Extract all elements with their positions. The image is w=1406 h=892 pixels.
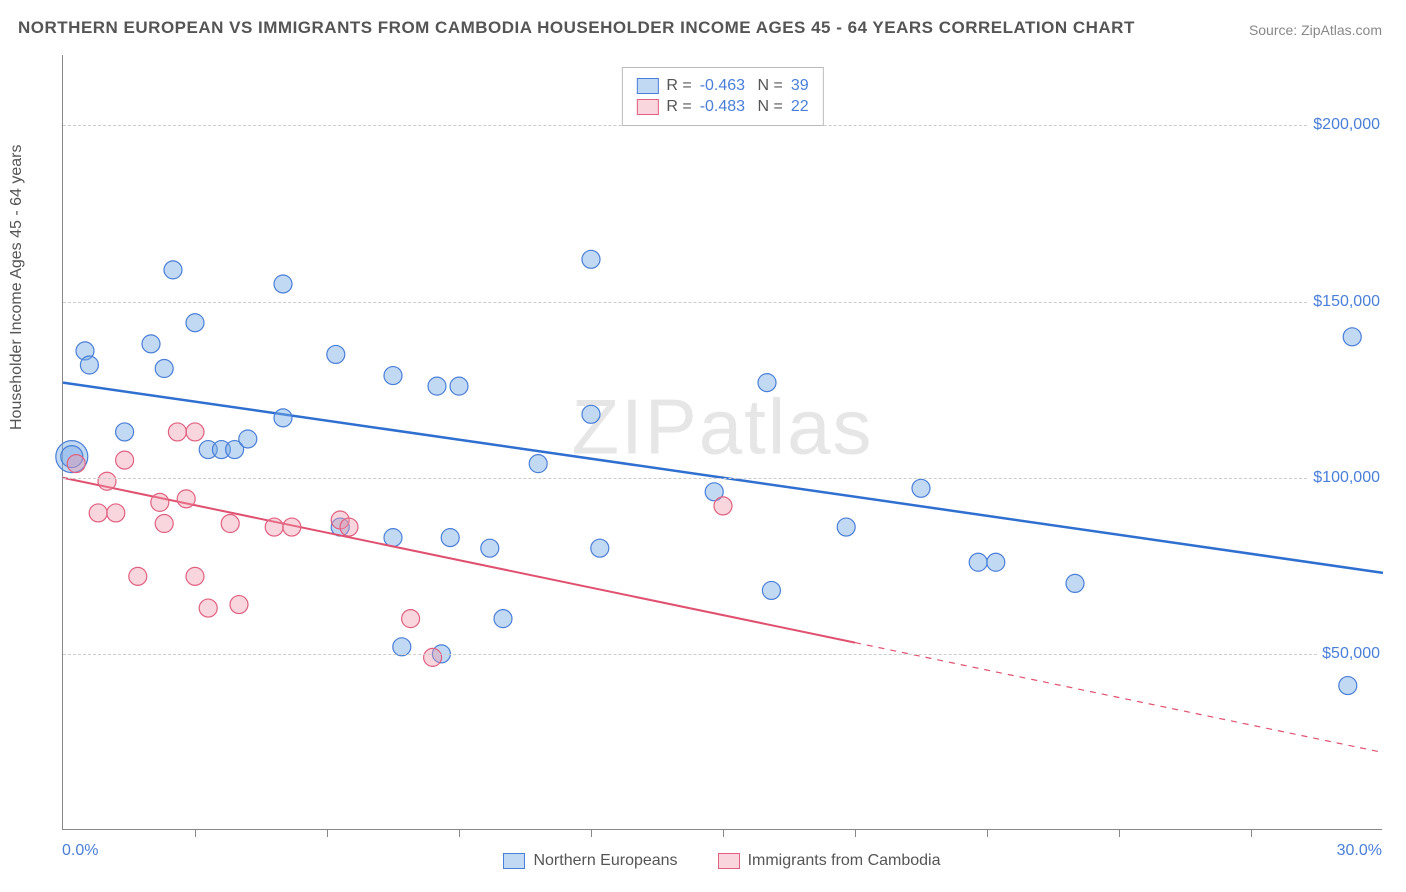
data-point-northern_europeans bbox=[186, 314, 204, 332]
data-point-northern_europeans bbox=[239, 430, 257, 448]
stats-legend: R = -0.463 N = 39 R = -0.483 N = 22 bbox=[621, 67, 823, 126]
data-point-northern_europeans bbox=[384, 529, 402, 547]
data-point-northern_europeans bbox=[969, 553, 987, 571]
data-point-northern_europeans bbox=[450, 377, 468, 395]
data-point-cambodia_immigrants bbox=[129, 567, 147, 585]
y-tick-label: $100,000 bbox=[1309, 469, 1384, 487]
legend-label-0: Northern Europeans bbox=[533, 852, 677, 870]
data-point-northern_europeans bbox=[758, 374, 776, 392]
r-value-1: -0.483 bbox=[700, 98, 745, 116]
n-value-0: 39 bbox=[791, 77, 809, 95]
data-point-northern_europeans bbox=[987, 553, 1005, 571]
data-point-cambodia_immigrants bbox=[151, 493, 169, 511]
data-point-northern_europeans bbox=[384, 367, 402, 385]
x-tick bbox=[195, 829, 196, 837]
x-tick bbox=[591, 829, 592, 837]
chart-title: NORTHERN EUROPEAN VS IMMIGRANTS FROM CAM… bbox=[18, 18, 1135, 38]
data-point-northern_europeans bbox=[155, 360, 173, 378]
data-point-northern_europeans bbox=[164, 261, 182, 279]
data-point-northern_europeans bbox=[1339, 677, 1357, 695]
data-point-cambodia_immigrants bbox=[98, 472, 116, 490]
x-tick bbox=[855, 829, 856, 837]
data-point-northern_europeans bbox=[582, 405, 600, 423]
data-point-northern_europeans bbox=[529, 455, 547, 473]
data-point-cambodia_immigrants bbox=[402, 610, 420, 628]
gridline-h bbox=[63, 478, 1382, 479]
data-point-cambodia_immigrants bbox=[177, 490, 195, 508]
chart-svg bbox=[63, 55, 1382, 829]
data-point-northern_europeans bbox=[428, 377, 446, 395]
swatch-pink bbox=[636, 99, 658, 115]
data-point-northern_europeans bbox=[116, 423, 134, 441]
x-tick bbox=[723, 829, 724, 837]
data-point-northern_europeans bbox=[80, 356, 98, 374]
data-point-cambodia_immigrants bbox=[186, 423, 204, 441]
data-point-northern_europeans bbox=[494, 610, 512, 628]
data-point-northern_europeans bbox=[1066, 574, 1084, 592]
plot-area: ZIPatlas R = -0.463 N = 39 R = -0.483 N … bbox=[62, 55, 1382, 830]
source-attribution: Source: ZipAtlas.com bbox=[1249, 22, 1382, 38]
trend-line-dashed-cambodia_immigrants bbox=[855, 643, 1383, 753]
x-tick bbox=[459, 829, 460, 837]
stats-row-0: R = -0.463 N = 39 bbox=[636, 77, 808, 95]
data-point-northern_europeans bbox=[481, 539, 499, 557]
data-point-cambodia_immigrants bbox=[155, 515, 173, 533]
data-point-northern_europeans bbox=[441, 529, 459, 547]
data-point-northern_europeans bbox=[327, 345, 345, 363]
data-point-cambodia_immigrants bbox=[67, 455, 85, 473]
gridline-h bbox=[63, 654, 1382, 655]
data-point-cambodia_immigrants bbox=[89, 504, 107, 522]
y-tick-label: $200,000 bbox=[1309, 116, 1384, 134]
r-value-0: -0.463 bbox=[700, 77, 745, 95]
data-point-northern_europeans bbox=[591, 539, 609, 557]
n-value-1: 22 bbox=[791, 98, 809, 116]
data-point-cambodia_immigrants bbox=[168, 423, 186, 441]
data-point-northern_europeans bbox=[582, 250, 600, 268]
x-tick bbox=[327, 829, 328, 837]
data-point-cambodia_immigrants bbox=[424, 648, 442, 666]
swatch-blue bbox=[503, 853, 525, 869]
legend-label-1: Immigrants from Cambodia bbox=[748, 852, 941, 870]
y-axis-label: Householder Income Ages 45 - 64 years bbox=[8, 145, 26, 431]
x-tick bbox=[987, 829, 988, 837]
x-tick bbox=[1119, 829, 1120, 837]
data-point-northern_europeans bbox=[912, 479, 930, 497]
stats-row-1: R = -0.483 N = 22 bbox=[636, 98, 808, 116]
gridline-h bbox=[63, 302, 1382, 303]
swatch-blue bbox=[636, 78, 658, 94]
data-point-cambodia_immigrants bbox=[283, 518, 301, 536]
series-legend: Northern Europeans Immigrants from Cambo… bbox=[62, 852, 1382, 870]
data-point-cambodia_immigrants bbox=[186, 567, 204, 585]
data-point-northern_europeans bbox=[142, 335, 160, 353]
data-point-cambodia_immigrants bbox=[340, 518, 358, 536]
data-point-northern_europeans bbox=[762, 581, 780, 599]
legend-item-0: Northern Europeans bbox=[503, 852, 677, 870]
data-point-cambodia_immigrants bbox=[221, 515, 239, 533]
data-point-cambodia_immigrants bbox=[714, 497, 732, 515]
data-point-cambodia_immigrants bbox=[199, 599, 217, 617]
y-tick-label: $50,000 bbox=[1318, 645, 1384, 663]
x-tick bbox=[1251, 829, 1252, 837]
data-point-northern_europeans bbox=[837, 518, 855, 536]
data-point-cambodia_immigrants bbox=[107, 504, 125, 522]
data-point-cambodia_immigrants bbox=[265, 518, 283, 536]
data-point-cambodia_immigrants bbox=[230, 596, 248, 614]
data-point-northern_europeans bbox=[274, 409, 292, 427]
data-point-northern_europeans bbox=[274, 275, 292, 293]
data-point-northern_europeans bbox=[1343, 328, 1361, 346]
data-point-cambodia_immigrants bbox=[116, 451, 134, 469]
y-tick-label: $150,000 bbox=[1309, 293, 1384, 311]
swatch-pink bbox=[718, 853, 740, 869]
legend-item-1: Immigrants from Cambodia bbox=[718, 852, 941, 870]
